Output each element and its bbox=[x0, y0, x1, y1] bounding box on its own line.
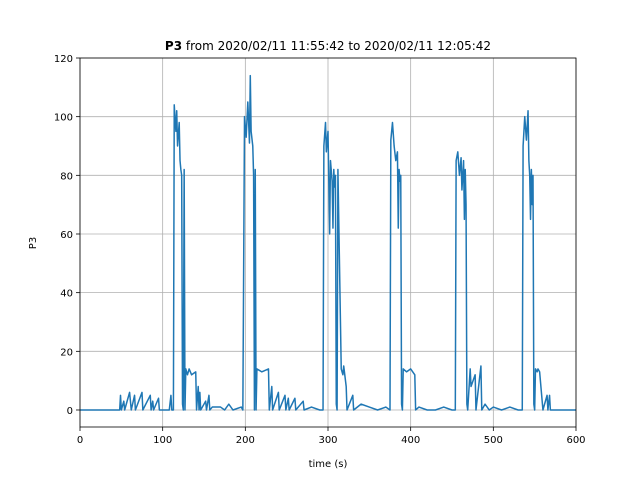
y-tick-label: 40 bbox=[60, 289, 73, 300]
x-tick-label: 200 bbox=[236, 435, 255, 446]
y-tick-label: 60 bbox=[60, 230, 73, 241]
chart-title: P3 from 2020/02/11 11:55:42 to 2020/02/1… bbox=[165, 39, 491, 53]
x-tick-label: 500 bbox=[484, 435, 503, 446]
data-line bbox=[80, 74, 576, 411]
y-axis-label: P3 bbox=[28, 237, 39, 249]
y-tick-label: 120 bbox=[54, 54, 73, 65]
title-rest: from 2020/02/11 11:55:42 to 2020/02/11 1… bbox=[186, 39, 491, 53]
x-tick-label: 0 bbox=[77, 435, 83, 446]
y-tick-label: 100 bbox=[54, 113, 73, 124]
x-axis-label: time (s) bbox=[309, 459, 348, 470]
title-bold: P3 bbox=[165, 39, 182, 53]
x-tick-label: 300 bbox=[318, 435, 337, 446]
y-tick-label: 20 bbox=[60, 347, 73, 358]
y-tick-label: 80 bbox=[60, 171, 73, 182]
x-tick-label: 400 bbox=[401, 435, 420, 446]
plot-frame bbox=[79, 57, 577, 428]
y-tick-label: 0 bbox=[67, 406, 73, 417]
x-tick-label: 100 bbox=[153, 435, 172, 446]
x-tick-label: 600 bbox=[566, 435, 585, 446]
